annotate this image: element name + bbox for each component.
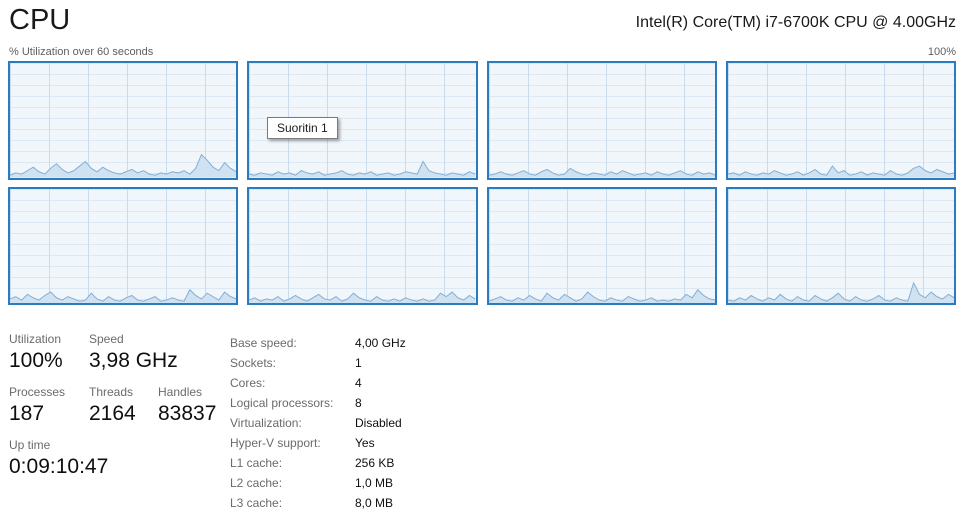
detail-value: 8 xyxy=(355,396,362,410)
detail-label: Sockets: xyxy=(230,356,277,370)
cpu-core-graph-7[interactable] xyxy=(486,186,717,305)
cpu-core-graph-3[interactable] xyxy=(486,61,717,180)
core-5-sparkline xyxy=(10,189,237,303)
stat-value-processes: 187 xyxy=(9,402,45,425)
detail-row-base-speed: Base speed: 4,00 GHz xyxy=(230,333,406,353)
stat-value-handles: 83837 xyxy=(158,402,217,425)
stat-value-speed: 3,98 GHz xyxy=(89,349,178,372)
cpu-core-graph-8[interactable] xyxy=(725,186,956,305)
core-1-sparkline xyxy=(10,63,237,178)
detail-label: Virtualization: xyxy=(230,416,302,430)
detail-row-cores: Cores: 4 xyxy=(230,373,406,393)
stat-label-handles: Handles xyxy=(158,385,203,399)
stat-label-uptime: Up time xyxy=(9,438,51,452)
stat-label-speed: Speed xyxy=(89,332,124,346)
detail-value: 1,0 MB xyxy=(355,476,394,490)
core-8-sparkline xyxy=(727,189,954,303)
page-title: CPU xyxy=(9,4,71,36)
detail-row-virtualization: Virtualization: Disabled xyxy=(230,413,406,433)
stats-details: Base speed: 4,00 GHz Sockets: 1 Cores: 4… xyxy=(230,333,406,513)
core-2-sparkline xyxy=(249,63,476,178)
detail-label: Hyper-V support: xyxy=(230,436,321,450)
core-7-sparkline xyxy=(488,189,715,303)
core-tooltip: Suoritin 1 xyxy=(267,117,338,139)
cpu-core-graph-5[interactable] xyxy=(8,186,239,305)
cpu-core-graph-1[interactable] xyxy=(8,61,239,180)
stat-value-threads: 2164 xyxy=(89,402,136,425)
stat-value-uptime: 0:09:10:47 xyxy=(9,455,109,478)
stats-summary: Utilization 100% Speed 3,98 GHz Processe… xyxy=(9,332,216,491)
detail-value: 1 xyxy=(355,356,362,370)
detail-label: Logical processors: xyxy=(230,396,334,410)
cpu-core-graph-6[interactable] xyxy=(247,186,478,305)
detail-label: Base speed: xyxy=(230,336,297,350)
cpu-core-graph-4[interactable] xyxy=(725,61,956,180)
stat-value-utilization: 100% xyxy=(9,349,63,372)
detail-row-hyperv: Hyper-V support: Yes xyxy=(230,433,406,453)
detail-label: L1 cache: xyxy=(230,456,283,470)
detail-value: 4 xyxy=(355,376,362,390)
cpu-model-name: Intel(R) Core(TM) i7-6700K CPU @ 4.00GHz xyxy=(635,14,956,31)
detail-value: Disabled xyxy=(355,416,402,430)
graph-max-label: 100% xyxy=(927,46,956,58)
core-6-sparkline xyxy=(249,189,476,303)
stat-label-threads: Threads xyxy=(89,385,134,399)
cpu-core-graph-2[interactable] xyxy=(247,61,478,180)
detail-row-l1-cache: L1 cache: 256 KB xyxy=(230,453,406,473)
detail-row-sockets: Sockets: 1 xyxy=(230,353,406,373)
detail-value: 4,00 GHz xyxy=(355,336,406,350)
detail-row-logical-processors: Logical processors: 8 xyxy=(230,393,406,413)
detail-value: 8,0 MB xyxy=(355,496,394,510)
cpu-core-graphs xyxy=(8,61,956,305)
detail-value: 256 KB xyxy=(355,456,395,470)
core-3-sparkline xyxy=(488,63,715,178)
graph-axis-label: % Utilization over 60 seconds xyxy=(9,46,154,58)
detail-label: Cores: xyxy=(230,376,266,390)
detail-label: L3 cache: xyxy=(230,496,283,510)
detail-value: Yes xyxy=(355,436,375,450)
stat-label-processes: Processes xyxy=(9,385,66,399)
stat-label-utilization: Utilization xyxy=(9,332,62,346)
detail-label: L2 cache: xyxy=(230,476,283,490)
detail-row-l3-cache: L3 cache: 8,0 MB xyxy=(230,493,406,513)
core-4-sparkline xyxy=(727,63,954,178)
detail-row-l2-cache: L2 cache: 1,0 MB xyxy=(230,473,406,493)
